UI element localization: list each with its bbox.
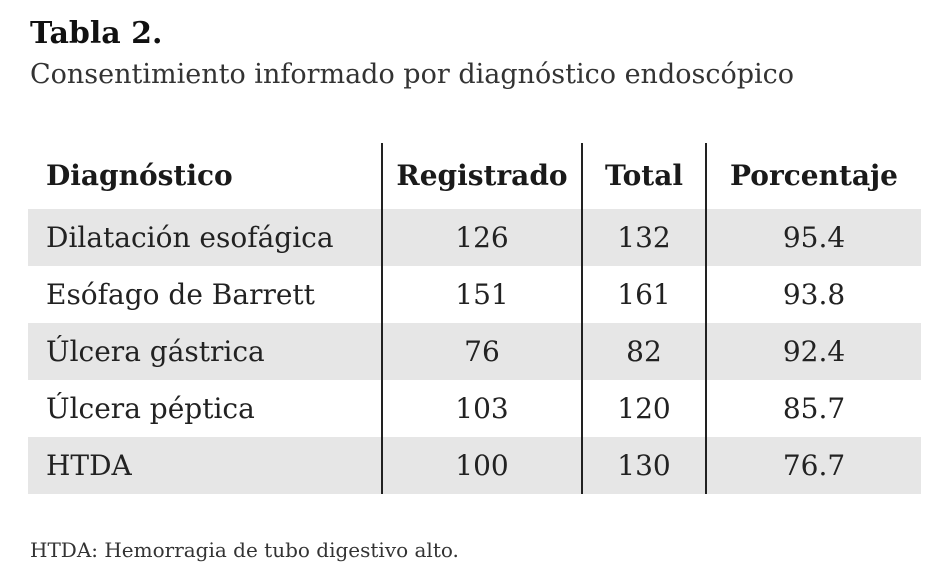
cell-registrado: 103 <box>381 380 582 437</box>
cell-total: 132 <box>581 209 706 266</box>
table-row: Dilatación esofágica 126 132 95.4 <box>28 209 921 266</box>
cell-registrado: 76 <box>381 323 582 380</box>
data-table: Diagnóstico Registrado Total Porcentaje … <box>28 143 921 494</box>
table-header-row: Diagnóstico Registrado Total Porcentaje <box>28 143 921 209</box>
header-total: Total <box>581 143 706 209</box>
cell-registrado: 126 <box>381 209 582 266</box>
header-diagnostico: Diagnóstico <box>46 159 233 192</box>
table-footnote: HTDA: Hemorragia de tubo digestivo alto. <box>30 538 459 562</box>
cell-total: 130 <box>581 437 706 494</box>
cell-total: 82 <box>581 323 706 380</box>
cell-diagnostico: HTDA <box>28 437 382 494</box>
table-caption: Consentimiento informado por diagnóstico… <box>30 59 795 90</box>
table-row: Úlcera gástrica 76 82 92.4 <box>28 323 921 380</box>
table-row: HTDA 100 130 76.7 <box>28 437 921 494</box>
cell-porcentaje: 95.4 <box>705 209 921 266</box>
table-label: Tabla 2. <box>30 16 163 51</box>
cell-total: 120 <box>581 380 706 437</box>
cell-porcentaje: 85.7 <box>705 380 921 437</box>
cell-diagnostico: Esófago de Barrett <box>46 278 315 311</box>
cell-registrado: 151 <box>381 266 582 323</box>
cell-registrado: 100 <box>381 437 582 494</box>
cell-porcentaje: 93.8 <box>705 266 921 323</box>
cell-diagnostico: Dilatación esofágica <box>28 209 382 266</box>
table-row: Esófago de Barrett 151 161 93.8 <box>28 266 921 323</box>
cell-diagnostico: Úlcera péptica <box>46 392 255 425</box>
cell-porcentaje: 92.4 <box>705 323 921 380</box>
cell-diagnostico: Úlcera gástrica <box>28 323 382 380</box>
table-row: Úlcera péptica 103 120 85.7 <box>28 380 921 437</box>
header-porcentaje: Porcentaje <box>705 143 921 209</box>
header-registrado: Registrado <box>381 143 582 209</box>
cell-total: 161 <box>581 266 706 323</box>
cell-porcentaje: 76.7 <box>705 437 921 494</box>
